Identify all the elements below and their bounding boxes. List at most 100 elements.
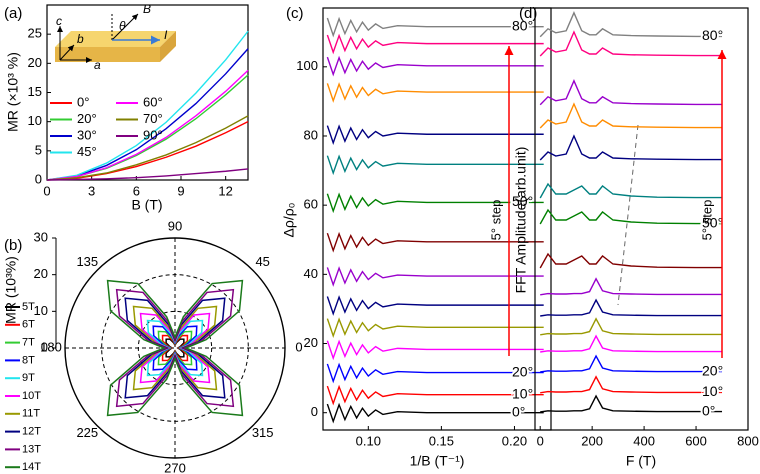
inset-label: θ: [119, 19, 126, 33]
y-tick-label: 40: [304, 266, 318, 281]
x-tick-label: 600: [685, 433, 707, 448]
series-line: [326, 33, 544, 55]
angle-label: 0: [295, 339, 302, 354]
y-tick-label: 80: [304, 127, 318, 142]
inset-label: B: [143, 2, 151, 16]
series-line: [540, 394, 723, 413]
y-tick-label: 25: [28, 26, 42, 41]
legend-label: 8T: [22, 354, 35, 366]
panel-label: (d): [519, 5, 537, 22]
y-tick-label: 20: [304, 335, 318, 350]
x-tick-label: 0.20: [502, 433, 527, 448]
polar-line: [106, 279, 244, 417]
series-line: [326, 16, 544, 38]
y-axis-label: Δρ/ρ₀: [281, 202, 297, 237]
panel-label: (c): [286, 5, 304, 22]
series-line: [326, 266, 544, 287]
x-tick-label: 800: [737, 433, 759, 448]
y-tick-label: 0: [311, 404, 318, 419]
series-label: 50°: [702, 214, 723, 230]
legend-label: 20°: [77, 111, 97, 126]
step-label: 5° step: [699, 200, 714, 241]
field-arrow: [111, 13, 139, 41]
series-label: 0°: [702, 402, 715, 418]
legend-label: 7T: [22, 337, 35, 349]
series-line: [46, 30, 249, 181]
panel-label: (a): [4, 5, 22, 22]
legend-label: 5T: [22, 301, 35, 313]
legend-label: 12T: [22, 426, 41, 438]
legend-label: 30°: [77, 127, 97, 142]
inset-label: b: [77, 32, 84, 46]
angle-label: 225: [76, 425, 98, 440]
series-line: [326, 231, 544, 253]
series-line: [46, 115, 249, 181]
y-tick-label: 10: [28, 113, 42, 128]
angle-label: 270: [164, 460, 186, 474]
legend-label: 10T: [22, 390, 41, 402]
y-axis-label: MR (×10³ %): [5, 52, 21, 132]
series-label: 80°: [702, 27, 723, 43]
legend-label: 70°: [143, 111, 163, 126]
legend-label: 90°: [143, 127, 163, 142]
series-line: [326, 362, 544, 384]
slab-side: [160, 31, 176, 62]
x-tick-label: 0: [43, 183, 50, 198]
x-axis-label: B (T): [131, 197, 162, 213]
series-label: 80°: [512, 17, 533, 33]
r-tick-label: 20: [34, 266, 48, 281]
y-axis-label: FFT Amplitude(arb.unit): [513, 147, 529, 294]
x-tick-label: 9: [177, 183, 184, 198]
x-axis-label: F (T): [626, 453, 656, 469]
y-tick-label: 60: [304, 197, 318, 212]
series-line: [539, 30, 723, 57]
r-tick-label: 10: [34, 303, 48, 318]
series-label: 10°: [702, 383, 723, 399]
series-line: [46, 48, 249, 181]
x-tick-label: 6: [133, 183, 140, 198]
series-line: [326, 317, 544, 339]
angle-label: 45: [255, 254, 269, 269]
x-axis-label: 1/B (T⁻¹): [410, 453, 465, 469]
angle-label: 90: [168, 218, 182, 233]
y-tick-label: 100: [296, 58, 318, 73]
y-tick-label: 15: [28, 84, 42, 99]
series-line: [539, 252, 723, 269]
x-tick-label: 3: [88, 183, 95, 198]
series-line: [326, 384, 544, 406]
x-tick-label: 0.10: [356, 433, 381, 448]
series-line: [326, 55, 544, 77]
inset-label: a: [94, 58, 101, 72]
panel-label: (b): [4, 237, 22, 254]
inset-sample: [55, 13, 176, 63]
slab-top: [55, 31, 176, 47]
series-line: [539, 182, 723, 199]
angle-label: 135: [76, 254, 98, 269]
series-line: [326, 402, 544, 424]
step-label: 5° step: [488, 200, 503, 241]
series-line: [540, 298, 723, 317]
plot-frame: [534, 7, 749, 431]
series-line: [540, 334, 723, 353]
legend-label: 14T: [22, 461, 41, 473]
series-line: [46, 69, 249, 181]
x-tick-label: 200: [581, 433, 603, 448]
plot-frame: [322, 7, 552, 431]
legend-label: 9T: [22, 372, 35, 384]
angle-label: 315: [252, 425, 274, 440]
inset-label: c: [56, 14, 62, 28]
inset-label: I: [164, 28, 168, 42]
series-line: [539, 11, 723, 38]
angle-label: 180: [40, 339, 62, 354]
slab-front: [55, 47, 160, 62]
series-line: [326, 295, 544, 316]
series-line: [540, 354, 723, 373]
series-label: 0°: [512, 403, 525, 419]
series-line: [539, 102, 723, 129]
series-line: [326, 154, 544, 176]
x-tick-label: 12: [218, 183, 232, 198]
axis-b: [59, 44, 75, 61]
series-line: [326, 192, 544, 214]
series-line: [540, 375, 723, 394]
